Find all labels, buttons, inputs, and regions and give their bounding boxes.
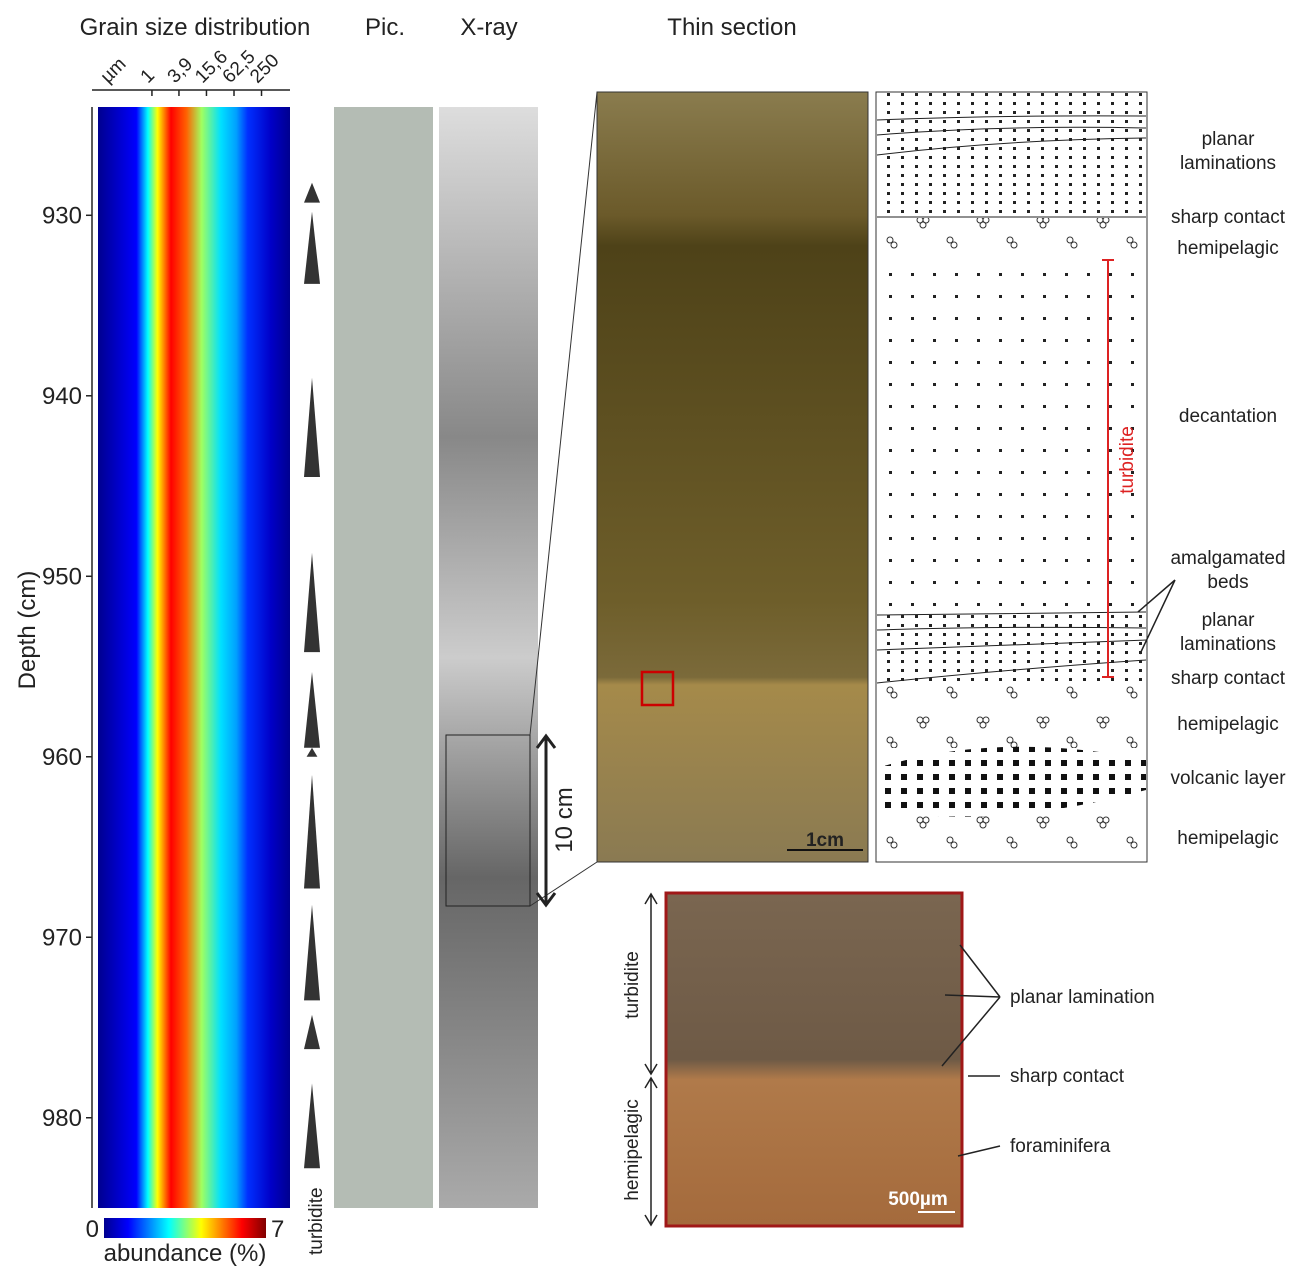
volcanic-layer bbox=[877, 746, 1146, 817]
thin-section-image bbox=[596, 91, 869, 863]
log-label: amalgamated bbox=[1170, 548, 1285, 569]
log-label: hemipelagic bbox=[1177, 828, 1278, 849]
colorbar-tick-label: 0 bbox=[86, 1216, 99, 1243]
scale-label: 10 cm bbox=[551, 787, 578, 852]
log-label: beds bbox=[1207, 572, 1248, 593]
x-unit: µm bbox=[97, 54, 131, 88]
turbidite-triangle bbox=[304, 904, 320, 1001]
y-tick-label: 970 bbox=[42, 924, 82, 951]
log-label: decantation bbox=[1179, 406, 1277, 427]
log-labels: planar laminations sharp contact hemipelagi… bbox=[1170, 129, 1286, 849]
log-label: planar bbox=[1202, 129, 1255, 150]
laminated-layer bbox=[877, 93, 1146, 217]
zoom-line bbox=[529, 91, 598, 736]
colorbar-tick-label: 7 bbox=[271, 1216, 284, 1243]
log-label: hemipelagic bbox=[1177, 238, 1278, 259]
y-tick-label: 940 bbox=[42, 383, 82, 410]
turbidite-triangle bbox=[304, 1014, 320, 1050]
heatmap bbox=[98, 107, 290, 1208]
pointer-arrow bbox=[1137, 579, 1176, 655]
hemipelagic-layer bbox=[877, 218, 1146, 258]
x-tick-label: 1 bbox=[137, 65, 159, 87]
y-tick-label: 960 bbox=[42, 744, 82, 771]
zoom-box bbox=[445, 734, 531, 907]
detail-box bbox=[640, 670, 675, 707]
micro-label: planar lamination bbox=[1010, 987, 1155, 1008]
arrow-head bbox=[535, 733, 557, 908]
micro-label: foraminifera bbox=[1010, 1136, 1111, 1157]
lamination-lines bbox=[876, 115, 1147, 684]
panel-title: Grain size distribution bbox=[80, 14, 311, 41]
turbidite-triangle bbox=[306, 747, 318, 757]
range-cap bbox=[1102, 259, 1114, 678]
y-tick-label: 930 bbox=[42, 202, 82, 229]
range-arrow bbox=[644, 892, 658, 1227]
log-label: volcanic layer bbox=[1170, 768, 1286, 789]
micro-left-label: turbidite bbox=[622, 951, 643, 1019]
panel-title: Thin section bbox=[667, 14, 796, 41]
colorbar-label: abundance (%) bbox=[104, 1240, 267, 1266]
log-label: sharp contact bbox=[1171, 207, 1286, 228]
turbidite-label: turbidite bbox=[306, 1187, 327, 1255]
panel-title: X-ray bbox=[460, 14, 517, 41]
y-label: Depth (cm) bbox=[14, 571, 41, 690]
y-tick-label: 950 bbox=[42, 563, 82, 590]
y-tick-label: 980 bbox=[42, 1105, 82, 1132]
turbidite-triangle bbox=[304, 552, 320, 653]
log-label: planar bbox=[1202, 610, 1255, 631]
panel-title: Pic. bbox=[365, 14, 405, 41]
pointer-arrow bbox=[941, 944, 1001, 1157]
scale-label: 1cm bbox=[806, 830, 844, 851]
hemipelagic-layer bbox=[877, 810, 1146, 861]
turbidite-triangle bbox=[304, 774, 320, 889]
turbidite-label: turbidite bbox=[1117, 426, 1138, 494]
turbidite-triangle bbox=[304, 671, 320, 748]
log-label: sharp contact bbox=[1171, 668, 1286, 689]
log-label: laminations bbox=[1180, 153, 1276, 174]
decantation-layer bbox=[877, 258, 1146, 613]
photo-strip bbox=[334, 107, 433, 1208]
log-label: hemipelagic bbox=[1177, 714, 1278, 735]
turbidite-triangle bbox=[304, 1083, 320, 1169]
micrograph bbox=[664, 891, 964, 1228]
scale-label: 500µm bbox=[888, 1189, 948, 1210]
hemipelagic-layer bbox=[877, 683, 1146, 748]
turbidite-triangle bbox=[304, 377, 320, 478]
xray-strip bbox=[439, 107, 538, 1208]
log-label: laminations bbox=[1180, 634, 1276, 655]
turbidite-triangle bbox=[304, 182, 320, 203]
micro-left-label: hemipelagic bbox=[622, 1099, 643, 1200]
turbidite-triangle bbox=[304, 211, 320, 284]
colorbar bbox=[104, 1218, 266, 1238]
micro-label: sharp contact bbox=[1010, 1066, 1125, 1087]
